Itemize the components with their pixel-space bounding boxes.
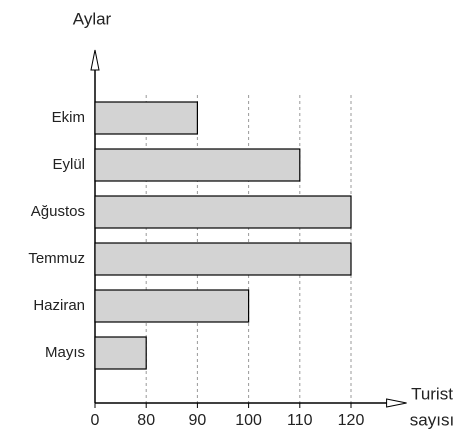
bar [94,336,147,370]
y-tick-label: Ağustos [31,203,85,220]
bar [94,101,199,135]
x-axis-arrow [386,398,407,408]
y-tick-label: Ekim [52,109,85,126]
y-tick-label: Eylül [52,156,85,173]
x-tick-label: 110 [287,412,313,429]
x-axis-title: Turist [411,384,453,403]
y-axis-arrow [90,49,100,71]
x-axis-title: sayısı [410,410,454,429]
x-tick-label: 80 [137,412,155,429]
x-tick-label: 100 [235,412,262,429]
x-tick-label: 120 [338,412,365,429]
y-axis-title: Aylar [73,9,112,28]
y-tick-label: Temmuz [28,250,85,267]
bar [94,195,352,229]
y-tick-label: Mayıs [45,344,85,361]
y-tick-label: Haziran [33,297,85,314]
x-tick-label: 0 [91,412,100,429]
x-tick-label: 90 [189,412,207,429]
bar [94,148,301,182]
bar [94,289,250,323]
bar [94,242,352,276]
